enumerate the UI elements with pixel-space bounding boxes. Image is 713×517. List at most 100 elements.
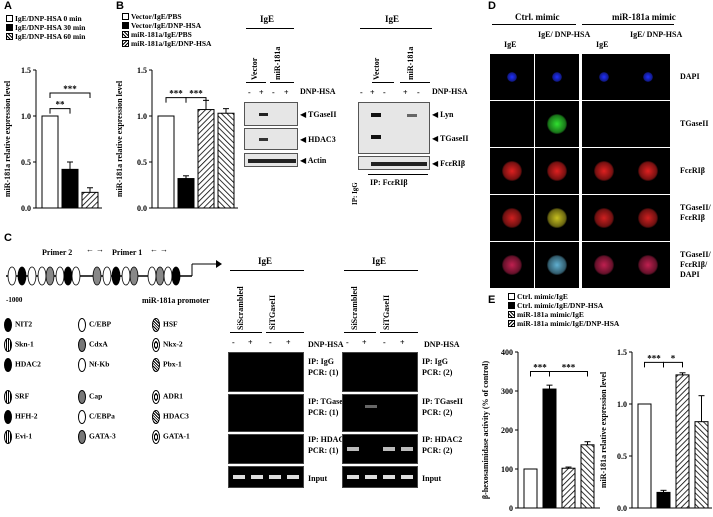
blot2-header: IgE [385, 14, 400, 24]
legend-item: miR-181a/IgE/PBS [122, 30, 211, 39]
gel2-hdac2-lane [342, 434, 418, 464]
significance-label: *** [647, 353, 661, 363]
cell-stain [547, 255, 567, 275]
cell-stain [638, 255, 658, 275]
tf-motif-icon [152, 318, 160, 332]
legend-label: Ctrl. mimic/IgE/DNP-HSA [517, 301, 604, 310]
bar [81, 191, 99, 209]
y-axis-label: miR-181a relative expression level [115, 80, 124, 197]
tf-legend-item: GATA-3 [78, 430, 116, 444]
ctrl-mimic-header: Ctrl. mimic [515, 12, 560, 22]
band-label: ◀ TGaseII [432, 134, 469, 143]
tf-name: HFH-2 [15, 411, 38, 421]
tf-legend-item: Pbx-1 [152, 358, 182, 372]
cell-stain [594, 208, 614, 228]
bar [561, 467, 576, 509]
blot2-col-mir181a: miR-181a [406, 46, 415, 80]
tf-legend-item: Evi-1 [4, 430, 32, 444]
bar [542, 388, 557, 509]
microscopy-image [626, 148, 670, 194]
tf-motif-icon [4, 338, 12, 352]
tf-motif-icon [152, 358, 160, 372]
y-tick-label: 1.5 [137, 66, 147, 75]
primer-2-arrows-icon: ← → [86, 245, 104, 254]
d-col-label: IgE/ DNP-HSA [630, 30, 683, 39]
tf-motif-icon [78, 430, 86, 444]
divider [230, 270, 304, 271]
gel1-igg-lane [228, 352, 304, 392]
promoter-map [6, 260, 222, 286]
d-col-label: IgE [504, 40, 517, 49]
legend-label: Vector/IgE/DNP-HSA [131, 21, 202, 30]
cell-stain [502, 161, 522, 181]
primer-1-arrows-icon: ← → [150, 245, 168, 254]
blot2-fceri-band [358, 156, 430, 170]
tf-name: HSF [163, 319, 178, 329]
swatch-hatch2-icon [122, 40, 129, 47]
divider [344, 332, 376, 333]
tf-motif-icon [152, 338, 160, 352]
bar [177, 178, 195, 209]
swatch-white-icon [6, 15, 13, 22]
tf-legend-item: SRF [4, 390, 29, 404]
gel2-sign: - [346, 338, 349, 347]
position-label: -1000 [6, 296, 23, 304]
significance-label: *** [189, 89, 203, 99]
panel-label-d: D [488, 0, 496, 12]
gel2-sign: - [383, 338, 386, 347]
panel-e-left-bar-chart: 0 100 200 300 400 β-hexosaminidase activity (… [481, 348, 600, 513]
band-label-text: FcεRIβ [440, 159, 466, 168]
y-tick-label: 0.0 [617, 504, 627, 513]
gel1-input-lane [228, 466, 304, 488]
ip-text: IP: IgG [308, 357, 334, 366]
y-tick-label: 1.0 [21, 112, 31, 121]
blot1-col-vector: Vector [250, 57, 259, 80]
ip-text: IP: HDAC2 [308, 435, 349, 444]
cell-stain [599, 72, 609, 82]
blot2-sign: + [370, 88, 375, 97]
tf-motif-icon [78, 390, 86, 404]
y-tick-label: 0.5 [137, 158, 147, 167]
tf-name: Nkx-2 [163, 339, 183, 349]
significance-bracket [49, 92, 91, 98]
significance-label: *** [169, 89, 183, 99]
blot2-header-line [360, 28, 432, 29]
cell-stain [594, 161, 614, 181]
bar [637, 403, 652, 509]
panel-label-e: E [488, 294, 496, 306]
panel-b-legend: Vector/IgE/PBS Vector/IgE/DNP-HSA miR-18… [122, 12, 211, 48]
gel1-treatment: DNP-HSA [308, 340, 344, 349]
tf-name: Cap [89, 391, 103, 401]
panel-a-legend: IgE/DNP-HSA 0 min IgE/DNP-HSA 30 min IgE… [6, 14, 85, 41]
ip-text: IP: IgG [422, 357, 448, 366]
tf-name: NIT2 [15, 319, 33, 329]
tf-name: GATA-1 [163, 431, 190, 441]
blot2-col-vector: Vector [372, 57, 381, 80]
blot1-sign: + [284, 88, 289, 97]
swatch-hatch2-icon [508, 320, 515, 327]
tf-legend-item: Cap [78, 390, 102, 404]
gel1-row-label: IP: IgG PCR: (1) [308, 356, 338, 378]
gel1-sign: + [248, 338, 253, 347]
y-tick-label: 1.0 [137, 112, 147, 121]
y-tick-label: 400 [501, 348, 513, 357]
band-label-text: Actin [307, 156, 327, 165]
tf-motif-icon [78, 318, 86, 332]
microscopy-row-label: FcεRIβ [680, 166, 705, 175]
primer-1-label: Primer 1 [112, 248, 143, 257]
tf-motif-icon [152, 430, 160, 444]
legend-label: IgE/DNP-HSA 60 min [15, 32, 86, 41]
cell-stain [507, 72, 517, 82]
tf-legend-item: Nf-Kb [78, 358, 109, 372]
microscopy-image [626, 242, 670, 288]
blot2-treatment: DNP-HSA [432, 87, 468, 96]
ip-text: IP: TGaseII [422, 397, 463, 406]
gel2-igg-lane [342, 352, 418, 392]
gel1-sign: + [286, 338, 291, 347]
blot2-ip-fceri: IP: FcεRIβ [370, 178, 408, 187]
microscopy-image [490, 101, 534, 147]
gel2-tgaseii-lane [342, 394, 418, 432]
divider [270, 82, 294, 83]
microscopy-image [582, 101, 626, 147]
cell-stain [643, 72, 653, 82]
